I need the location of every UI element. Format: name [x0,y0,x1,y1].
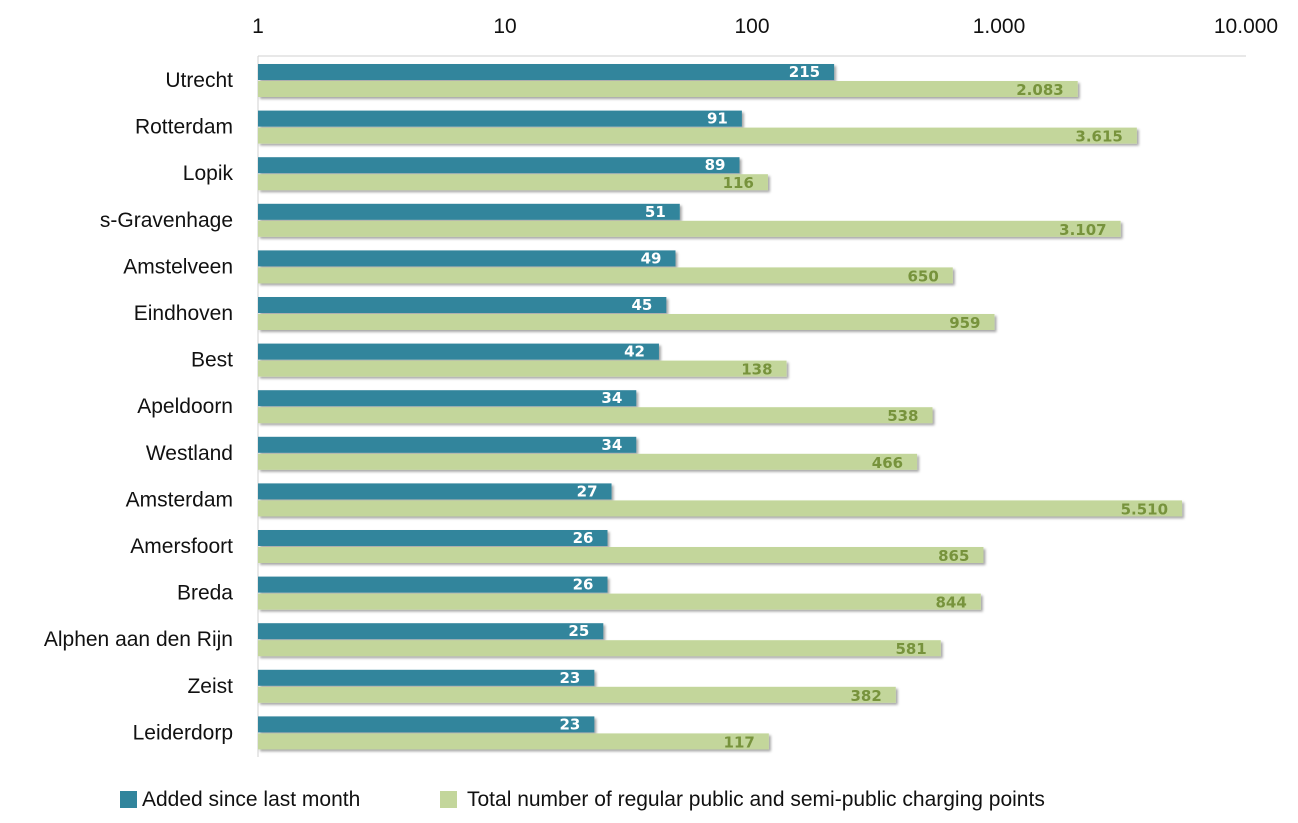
data-label-added: 26 [573,529,594,547]
category-label: Lopik [183,162,234,185]
data-label-total: 3.107 [1059,221,1106,239]
data-label-total: 650 [907,267,938,285]
bar-total [258,267,953,284]
category-label: Amstelveen [123,255,233,278]
data-label-added: 25 [568,622,589,640]
data-label-total: 959 [949,314,980,332]
data-label-added: 26 [573,576,594,594]
category-label: Breda [177,582,233,605]
data-label-added: 34 [601,389,622,407]
bar-added [258,64,835,80]
category-label: Leiderdorp [133,721,233,744]
bar-total [258,174,768,191]
data-label-added: 91 [707,110,728,128]
bar-added [258,623,604,640]
legend-label-added: Added since last month [142,788,360,811]
data-label-total: 5.510 [1121,500,1168,518]
bar-added [258,436,637,453]
category-label: Utrecht [165,69,233,92]
bar-total [258,81,1078,97]
category-label: Zeist [187,675,233,698]
data-label-total: 3.615 [1075,128,1122,146]
bar-total [258,640,941,657]
bar-total [258,127,1137,144]
legend-swatch-added [120,791,137,808]
data-label-added: 89 [705,156,726,174]
data-label-total: 581 [895,640,926,658]
data-label-added: 23 [559,669,580,687]
bar-added [258,390,637,407]
data-label-total: 466 [872,454,903,472]
data-label-added: 215 [789,63,820,81]
category-label: Eindhoven [134,302,233,325]
bar-added [258,110,742,127]
bar-added [258,203,680,220]
bar-added [258,297,667,313]
category-label: Westland [146,442,233,465]
bar-total [258,407,933,424]
data-label-total: 844 [935,594,966,612]
bar-total [258,220,1121,237]
category-label: Amersfoort [130,535,233,558]
data-label-total: 2.083 [1016,81,1063,99]
bar-added [258,157,740,174]
data-label-total: 865 [938,547,969,565]
legend-swatch-total [440,791,457,808]
data-label-total: 116 [723,174,754,192]
bar-added [258,250,676,267]
bar-added [258,716,595,733]
bar-added [258,576,608,593]
data-label-total: 117 [724,733,755,751]
x-tick-label: 1 [252,15,264,38]
data-label-total: 138 [741,361,772,379]
x-tick-label: 100 [734,15,769,38]
category-label: Apeldoorn [137,395,233,418]
bar-total [258,314,995,330]
bar-total [258,686,896,703]
data-label-added: 27 [577,482,598,500]
category-label: Best [191,349,233,372]
bar-added [258,669,595,686]
data-label-added: 49 [641,249,662,267]
bar-total [258,360,787,377]
category-label: Rotterdam [135,116,233,139]
bar-total [258,593,981,610]
data-label-added: 23 [559,715,580,733]
category-label: Alphen aan den Rijn [44,628,233,651]
data-label-total: 538 [887,407,918,425]
legend-label-total: Total number of regular public and semi-… [467,788,1045,811]
category-label: s-Gravenhage [100,209,233,232]
data-label-added: 51 [645,203,666,221]
data-label-added: 34 [601,436,622,454]
x-tick-label: 10.000 [1214,15,1278,38]
bar-total [258,547,984,563]
data-label-total: 382 [850,687,881,705]
bar-added [258,483,612,500]
category-label: Amsterdam [126,488,233,511]
x-tick-label: 10 [493,15,516,38]
bar-total [258,500,1183,517]
data-label-added: 42 [624,343,645,361]
bar-added [258,530,608,546]
data-label-added: 45 [631,296,652,314]
bar-total [258,733,769,750]
bar-added [258,343,659,360]
x-tick-label: 1.000 [973,15,1026,38]
bar-total [258,453,918,470]
